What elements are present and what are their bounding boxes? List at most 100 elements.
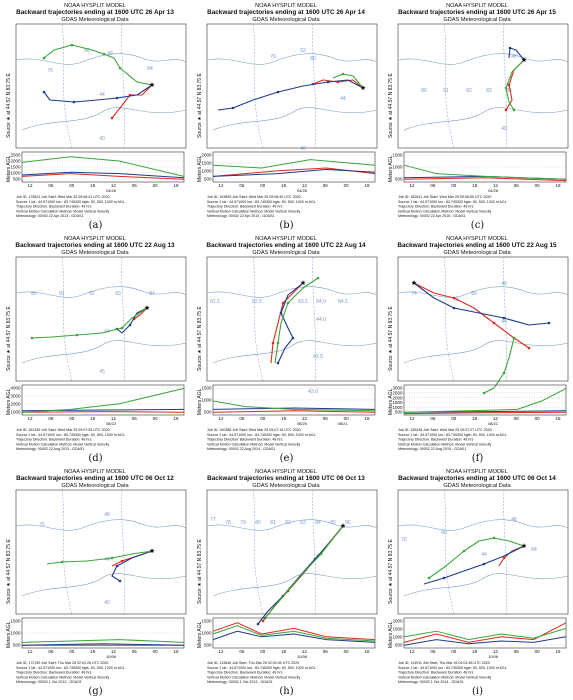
job-info-line: Meteorology: 00002 22 Aug 2013 - GDAS1: [16, 447, 84, 451]
altitude-tick-label: 500: [395, 177, 403, 182]
met-data-label: GDAS Meteorological Data: [252, 17, 320, 23]
trajectory-green: [332, 73, 364, 89]
altitude-profile-red: [403, 177, 567, 182]
trajectory-marker: [507, 83, 511, 87]
meridian-line: [443, 23, 455, 149]
map-grid-label: 76: [47, 68, 53, 74]
trajectory-green: [31, 307, 148, 339]
panel-title: Backward trajectories ending at 1600 UTC…: [16, 9, 174, 16]
date-label: 04/26: [297, 188, 308, 193]
time-tick-label: 00: [451, 649, 457, 654]
map-grid-label: 85: [330, 520, 336, 526]
map-grid-label: 80: [471, 291, 477, 297]
model-name: NOAA HYSPLIT MODEL: [255, 469, 317, 475]
trajectory-marker: [145, 306, 149, 310]
trajectory-marker: [452, 296, 456, 300]
job-info-line: Trajectory Direction: Backward Duration:…: [398, 205, 474, 209]
time-tick-label: 18: [90, 416, 96, 421]
map-grid-label: 40: [99, 136, 105, 142]
altitude-profile-red: [403, 411, 567, 415]
time-tick-label: 12: [409, 416, 415, 421]
meters-agl-label: Meters AGL: [197, 621, 203, 648]
source-label: Source ★ at 44.57 N 83.75 E: [388, 73, 394, 138]
border-line: [212, 340, 378, 364]
job-info-line: Meteorology: 00002 22 Aug 2014 - GDAS1: [207, 447, 275, 451]
job-info-line: Source 1 lat.: 44.571000 lon.: 83.745300…: [398, 666, 507, 670]
panel-c: NOAA HYSPLIT MODEL Backward trajectories …: [382, 0, 573, 233]
trajectory-marker: [512, 336, 516, 340]
map-grid-label: 80: [31, 291, 37, 297]
panel-caption: (g): [88, 686, 103, 697]
trajectory-marker: [492, 321, 496, 325]
border-line: [15, 286, 187, 298]
map-grid-label: 80: [84, 48, 90, 54]
panel-caption: (f): [471, 453, 484, 464]
trajectory-marker: [341, 524, 345, 528]
panel-caption: (b): [279, 220, 294, 231]
trajectory-marker: [128, 323, 132, 327]
source-star-icon: ★: [144, 304, 150, 312]
altitude-axis-label: Meters AGL: [197, 621, 203, 648]
meridian-line: [252, 256, 264, 382]
time-tick-label: 00: [451, 183, 457, 188]
job-info-line: Meteorology: 00002 22 Aug 2015 - GDAS1: [398, 447, 466, 451]
map-grid-label: 81: [59, 291, 65, 297]
map-grid-label: 43.5: [313, 354, 323, 360]
source-star-icon: ★: [149, 547, 155, 555]
job-info-line: Trajectory Direction: Backward Duration:…: [207, 205, 283, 209]
map-grid-label: 80: [421, 88, 427, 94]
altitude-profile-blue: [212, 407, 376, 410]
trajectory-marker: [72, 100, 76, 104]
trajectory-marker: [276, 361, 280, 365]
date-label: 04/26: [488, 188, 499, 193]
time-tick-label: 18: [90, 649, 96, 654]
trajectory-marker: [522, 544, 526, 548]
altitude-profile-green: [21, 639, 185, 643]
job-info-line: Trajectory Direction: Backward Duration:…: [207, 671, 283, 675]
trajectory-blue: [43, 84, 153, 103]
trajectory-marker: [276, 341, 280, 345]
trajectory-marker: [231, 106, 235, 110]
meridian-line: [121, 23, 126, 149]
time-tick-label: 18: [173, 416, 179, 421]
meters-agl-label: Meters AGL: [197, 388, 203, 415]
border-line: [212, 573, 378, 597]
job-info-line: Source 1 lat.: 44.571000 lon.: 83.745300…: [207, 433, 316, 437]
time-tick-label: 12: [27, 649, 33, 654]
panel-caption: (i): [471, 686, 483, 697]
model-name: NOAA HYSPLIT MODEL: [446, 236, 508, 242]
panel-a: NOAA HYSPLIT MODEL Backward trajectories …: [0, 0, 191, 233]
time-tick-label: 06: [48, 649, 54, 654]
source-label: Source ★ at 44.57 N 83.75 E: [388, 539, 394, 604]
panel-b: NOAA HYSPLIT MODEL Backward trajectories …: [191, 0, 382, 233]
altitude-profile-blue: [212, 630, 376, 643]
altitude-tick-label: 1500: [201, 161, 212, 166]
map-grid-label: 83: [115, 291, 121, 297]
map-frame: [15, 23, 187, 149]
altitude-tick-label: 1000: [201, 169, 212, 174]
map-grid-label: 44: [99, 92, 105, 98]
altitude-profile-red: [21, 411, 185, 413]
job-info-line: Vertical Motion Calculation Method: Mode…: [207, 209, 300, 213]
map-grid-label: 82: [89, 291, 95, 297]
source-star-icon: ★: [340, 522, 346, 530]
time-tick-label: 12: [493, 183, 499, 188]
trajectory-blue: [413, 282, 550, 326]
altitude-profile-red: [212, 410, 376, 413]
panel-title: Backward trajectories ending at 1600 UTC…: [207, 9, 365, 16]
trajectory-marker: [75, 333, 79, 337]
trajectory-marker: [120, 559, 124, 563]
panel-caption: (e): [279, 453, 294, 464]
date-label: 10/06: [488, 654, 499, 659]
time-tick-label: 00: [153, 649, 159, 654]
altitude-tick-label: 1500: [10, 165, 21, 170]
altitude-tick-label: 1000: [201, 631, 212, 636]
altitude-tick-label: 1500: [201, 386, 212, 391]
map-grid-label: 40: [300, 146, 306, 152]
source-star-icon: ★: [521, 56, 527, 64]
border-line: [403, 340, 569, 364]
job-info-line: Vertical Motion Calculation Method: Mode…: [16, 209, 109, 213]
time-tick-label: 06: [514, 416, 520, 421]
job-info-line: Meteorology: 00002 1 Oct 2014 - GDAS1: [398, 680, 464, 684]
time-tick-label: 18: [364, 416, 370, 421]
